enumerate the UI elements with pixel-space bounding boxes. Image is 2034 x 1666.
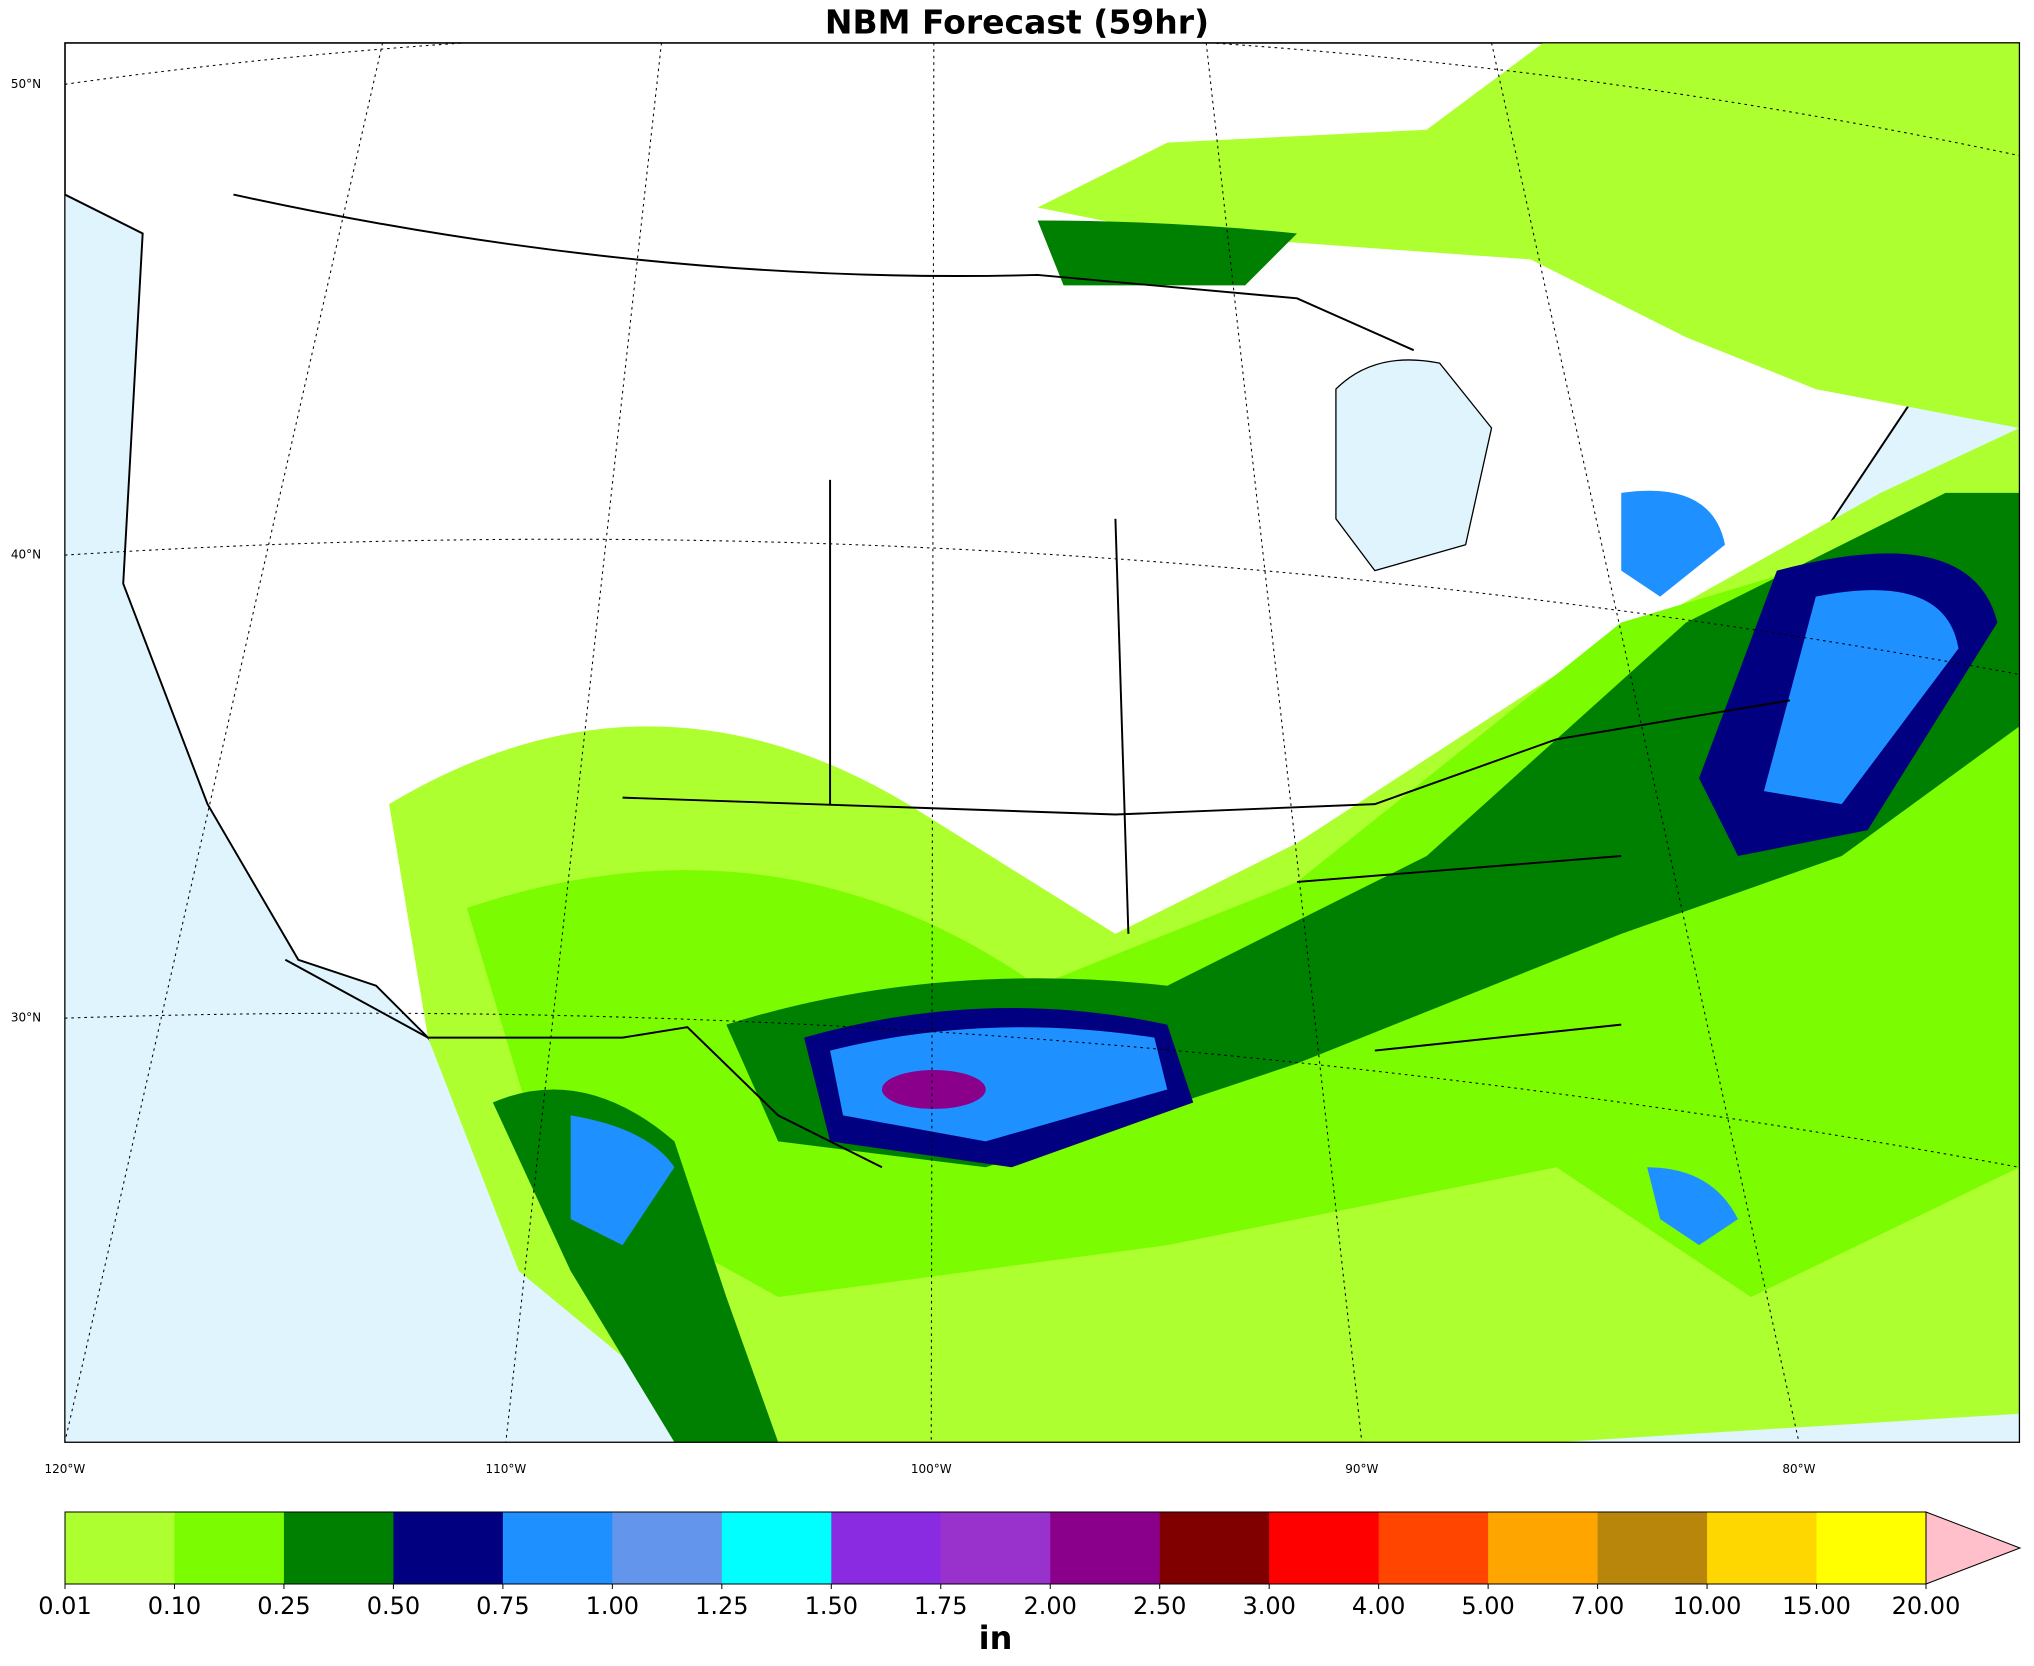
colorbar-segment [1269,1512,1380,1584]
borders [233,193,1791,1169]
colorbar-tick-label: 0.10 [148,1592,201,1620]
lon-label: 120°W [44,1462,85,1476]
colorbar-segment [65,1512,175,1584]
lat-label: 40°N [11,548,41,562]
colorbar-tick-label: 7.00 [1571,1592,1624,1620]
map [64,42,2021,1443]
lon-label: 100°W [911,1462,952,1476]
lon-label: 80°W [1782,1462,1815,1476]
lat-labels: 50°N 40°N 30°N [11,77,41,1025]
colorbar-tick-label: 1.50 [805,1592,858,1620]
colorbar-segment [174,1512,285,1584]
colorbar-frame [64,1511,1926,1585]
colorbar-segment [502,1512,613,1584]
great-lakes [1335,359,1493,572]
lat-label: 30°N [11,1011,41,1025]
colorbar-tick-label: 0.01 [38,1592,91,1620]
colorbar-tick-label: 1.75 [914,1592,967,1620]
lon-label: 110°W [485,1462,526,1476]
colorbar-tick-label: 10.00 [1673,1592,1742,1620]
colorbar-tick-label: 0.50 [367,1592,420,1620]
colorbar-unit: in [979,1619,1013,1657]
colorbar-segment [1816,1512,1927,1584]
colorbar-segment [1597,1512,1708,1584]
colorbar-segment [1378,1512,1489,1584]
colorbar-segment [612,1512,723,1584]
colorbar-tick-label: 15.00 [1782,1592,1851,1620]
colorbar-tick-label: 2.50 [1133,1592,1186,1620]
colorbar-extend [1925,1511,2022,1585]
colorbar-segment [831,1512,942,1584]
colorbar-tick-label: 4.00 [1352,1592,1405,1620]
colorbar-tick-label: 2.00 [1024,1592,1077,1620]
colorbar-tick-label: 1.25 [695,1592,748,1620]
colorbar-segment [1707,1512,1818,1584]
colorbar: 0.01 0.10 0.25 0.50 0.75 1.00 1.25 1.50 1.75 2.00… [38,1511,2022,1657]
colorbar-tick-label: 5.00 [1461,1592,1514,1620]
colorbar-segment [1488,1512,1599,1584]
map-frame [64,42,2021,1443]
colorbar-segment [283,1512,394,1584]
colorbar-tick-label: 0.75 [476,1592,529,1620]
precipitation [389,42,2020,1443]
colorbar-segment [721,1512,832,1584]
colorbar-segment [940,1512,1051,1584]
map-title: NBM Forecast (59hr) [825,3,1209,42]
colorbar-tick-label: 1.00 [586,1592,639,1620]
lat-label: 50°N [11,77,41,91]
graticule [64,42,2020,1443]
colorbar-segment [393,1512,504,1584]
lon-labels: 120°W 110°W 100°W 90°W 80°W [44,1462,1815,1476]
colorbar-tick-label: 20.00 [1892,1592,1961,1620]
colorbar-tick-label: 3.00 [1242,1592,1295,1620]
colorbar-segment [1159,1512,1270,1584]
colorbar-segment [1050,1512,1161,1584]
colorbar-tick-label: 0.25 [257,1592,310,1620]
lon-label: 90°W [1345,1462,1378,1476]
